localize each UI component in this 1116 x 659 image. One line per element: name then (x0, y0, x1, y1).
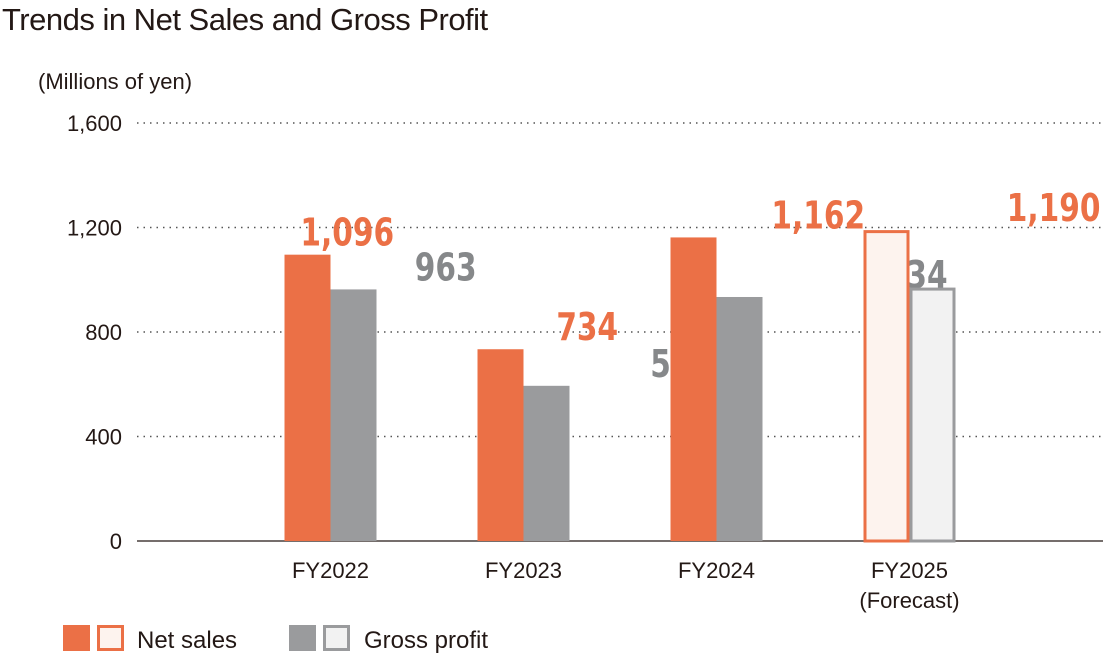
y-tick-label: 400 (85, 425, 122, 450)
legend: Net sales Gross profit (63, 625, 488, 654)
data-label: 963 (415, 246, 477, 291)
gridlines (137, 122, 1103, 542)
bar-gross-profit (523, 385, 570, 541)
x-tick-label: FY2023 (485, 558, 562, 583)
y-tick-label: 1,600 (67, 111, 122, 136)
bar-gross-profit (716, 296, 763, 541)
x-tick-label: FY2022 (292, 558, 369, 583)
bar-forecast-net-sales (863, 230, 910, 543)
bar-gross-profit (330, 289, 377, 541)
bar-net-sales (284, 254, 331, 542)
legend-swatch-actual (289, 625, 316, 651)
legend-swatch-actual (63, 625, 90, 651)
data-label: 1,162 (771, 194, 865, 239)
data-label: 1,190 (1007, 187, 1101, 232)
legend-swatch-forecast (323, 625, 350, 651)
bar-net-sales (670, 237, 717, 542)
bar-net-sales (477, 349, 524, 541)
legend-label: Net sales (137, 627, 237, 654)
y-axis-ticks: 0 400 800 1,200 1,600 (67, 111, 122, 554)
y-axis-unit-label: (Millions of yen) (38, 69, 192, 94)
y-tick-label: 800 (85, 320, 122, 345)
data-label: 1,096 (300, 211, 394, 256)
x-tick-label: FY2025 (871, 558, 948, 583)
x-tick-sublabel: (Forecast) (859, 588, 959, 613)
y-tick-label: 0 (110, 529, 122, 554)
legend-swatch-forecast (97, 625, 124, 651)
data-label: 734 (556, 306, 618, 351)
x-tick-label: FY2024 (678, 558, 755, 583)
chart-title: Trends in Net Sales and Gross Profit (2, 2, 489, 37)
x-axis-labels: FY2022 FY2023 FY2024 FY2025 (Forecast) (292, 558, 960, 613)
bar-forecast-gross-profit (909, 287, 956, 543)
y-tick-label: 1,200 (67, 216, 122, 241)
legend-label: Gross profit (364, 627, 488, 654)
